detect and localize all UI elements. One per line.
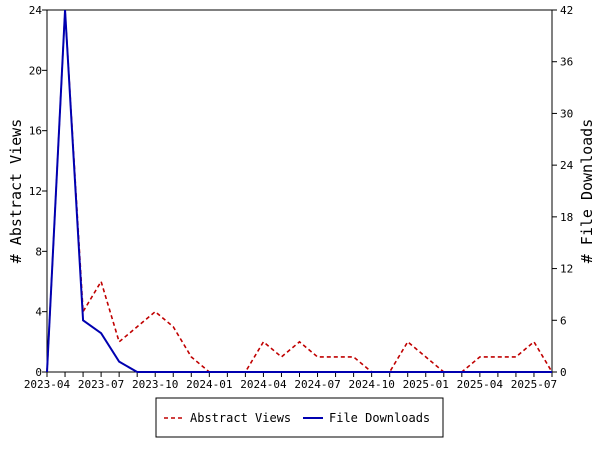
y-axis-right-title: # File Downloads (578, 119, 596, 264)
y-axis-left: 0 4 8 12 16 20 24 (29, 4, 47, 379)
y-left-tick-label: 20 (29, 64, 42, 77)
y-left-tick-label: 24 (29, 4, 43, 17)
x-tick-label: 2023-10 (132, 378, 178, 391)
y-left-tick-label: 4 (35, 306, 42, 319)
x-tick-label: 2024-10 (348, 378, 394, 391)
y-right-tick-label: 36 (560, 56, 573, 69)
x-tick-label: 2023-04 (24, 378, 71, 391)
legend: Abstract Views File Downloads (155, 397, 444, 438)
legend-box (155, 397, 444, 438)
series-line-abstract-views (46, 9, 553, 373)
y-left-tick-label: 0 (35, 366, 42, 379)
y-axis-right: 0 6 12 18 24 30 36 42 (552, 4, 574, 379)
x-tick-label: 2025-04 (457, 378, 504, 391)
y-right-tick-label: 0 (560, 366, 567, 379)
x-tick-label: 2023-07 (78, 378, 124, 391)
y-left-tick-label: 16 (29, 125, 42, 138)
y-right-tick-label: 24 (560, 159, 574, 172)
x-tick-label: 2024-01 (186, 378, 232, 391)
series-line-file-downloads (46, 9, 552, 373)
y-left-tick-label: 8 (35, 245, 42, 258)
y-right-tick-label: 18 (560, 211, 573, 224)
x-tick-label: 2024-04 (240, 378, 287, 391)
y-left-tick-label: 12 (29, 185, 42, 198)
legend-label-file-downloads: File Downloads (329, 411, 430, 425)
y-axis-left-title: # Abstract Views (7, 119, 25, 264)
y-right-tick-label: 30 (560, 107, 573, 120)
x-tick-label: 2025-07 (511, 378, 557, 391)
legend-label-abstract-views: Abstract Views (190, 411, 291, 425)
x-tick-label: 2024-07 (294, 378, 340, 391)
y-right-tick-label: 42 (560, 4, 573, 17)
x-axis: 2023-04 2023-07 2023-10 2024-01 2024-04 2024-… (24, 372, 557, 391)
y-right-tick-label: 12 (560, 263, 573, 276)
series-layer (46, 9, 553, 373)
y-right-tick-label: 6 (560, 314, 567, 327)
plot-area (46, 9, 553, 373)
x-tick-label: 2025-01 (403, 378, 449, 391)
